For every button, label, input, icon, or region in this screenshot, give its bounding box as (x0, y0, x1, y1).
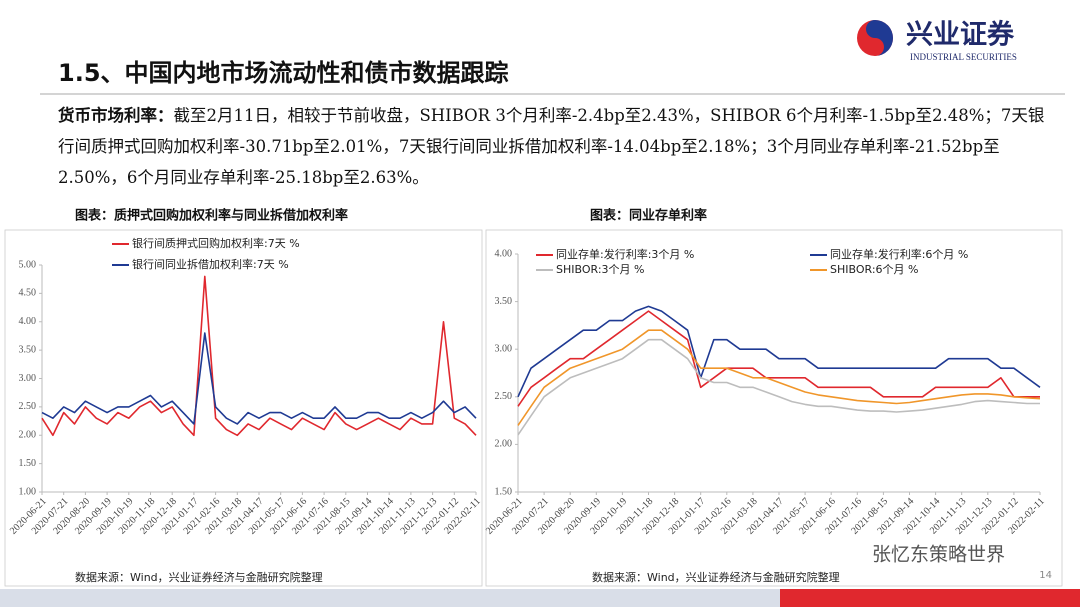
chart-title: 图表：同业存单利率 (590, 208, 707, 224)
chart-source: 数据来源：Wind，兴业证券经济与金融研究院整理 (592, 570, 840, 584)
summary-paragraph: 货币市场利率：截至2月11日，相较于节前收盘，SHIBOR 3个月利率-2.4b… (58, 100, 1048, 193)
y-tick-label: 2.00 (19, 430, 37, 441)
summary-text: 截至2月11日，相较于节前收盘，SHIBOR 3个月利率-2.4bp至2.43%… (58, 106, 1045, 187)
logo-sub: INDUSTRIAL SECURITIES (910, 52, 1017, 62)
legend-label: SHIBOR:6个月 % (830, 263, 918, 276)
y-tick-label: 3.50 (495, 296, 513, 307)
logo-name: 兴业证券 (906, 19, 1015, 51)
data-line (41, 275, 477, 437)
chart-frame (485, 229, 1063, 587)
y-tick-label: 1.00 (19, 486, 37, 497)
data-line (517, 338, 1040, 436)
y-tick-label: 4.00 (495, 248, 513, 259)
legend-label: 同业存单:发行利率:6个月 % (830, 247, 968, 261)
summary-lead: 货币市场利率： (58, 106, 174, 125)
y-tick-label: 4.00 (19, 316, 37, 327)
chart-frame (4, 229, 483, 587)
legend-label: 同业存单:发行利率:3个月 % (556, 247, 694, 261)
y-tick-label: 3.00 (495, 343, 513, 354)
y-tick-label: 1.50 (495, 486, 513, 497)
y-tick-label: 3.50 (19, 344, 37, 355)
footer-band (0, 589, 780, 607)
y-tick-label: 2.50 (19, 401, 37, 412)
logo-mark-part (866, 20, 893, 56)
footer-band-red (780, 589, 1080, 607)
slide-title: 1.5、中国内地市场流动性和债市数据跟踪 (58, 59, 509, 87)
y-tick-label: 1.50 (19, 458, 37, 469)
page-number: 14 (1039, 570, 1052, 581)
y-tick-label: 2.00 (495, 439, 513, 450)
y-tick-label: 3.00 (19, 373, 37, 384)
chart-title: 图表：质押式回购加权利率与同业拆借加权利率 (75, 208, 348, 224)
legend-label: SHIBOR:3个月 % (556, 263, 644, 276)
data-line (517, 329, 1041, 426)
data-line (517, 310, 1040, 407)
chart-source: 数据来源：Wind，兴业证券经济与金融研究院整理 (75, 570, 323, 584)
y-tick-label: 4.50 (19, 288, 37, 299)
y-tick-label: 5.00 (19, 259, 37, 270)
y-tick-label: 2.50 (495, 391, 513, 402)
data-line (517, 305, 1041, 398)
legend-label: 银行间同业拆借加权利率:7天 % (132, 257, 289, 271)
watermark: 张忆东策略世界 (872, 544, 1005, 566)
data-line (41, 332, 477, 425)
legend-label: 银行间质押式回购加权利率:7天 % (132, 236, 300, 250)
